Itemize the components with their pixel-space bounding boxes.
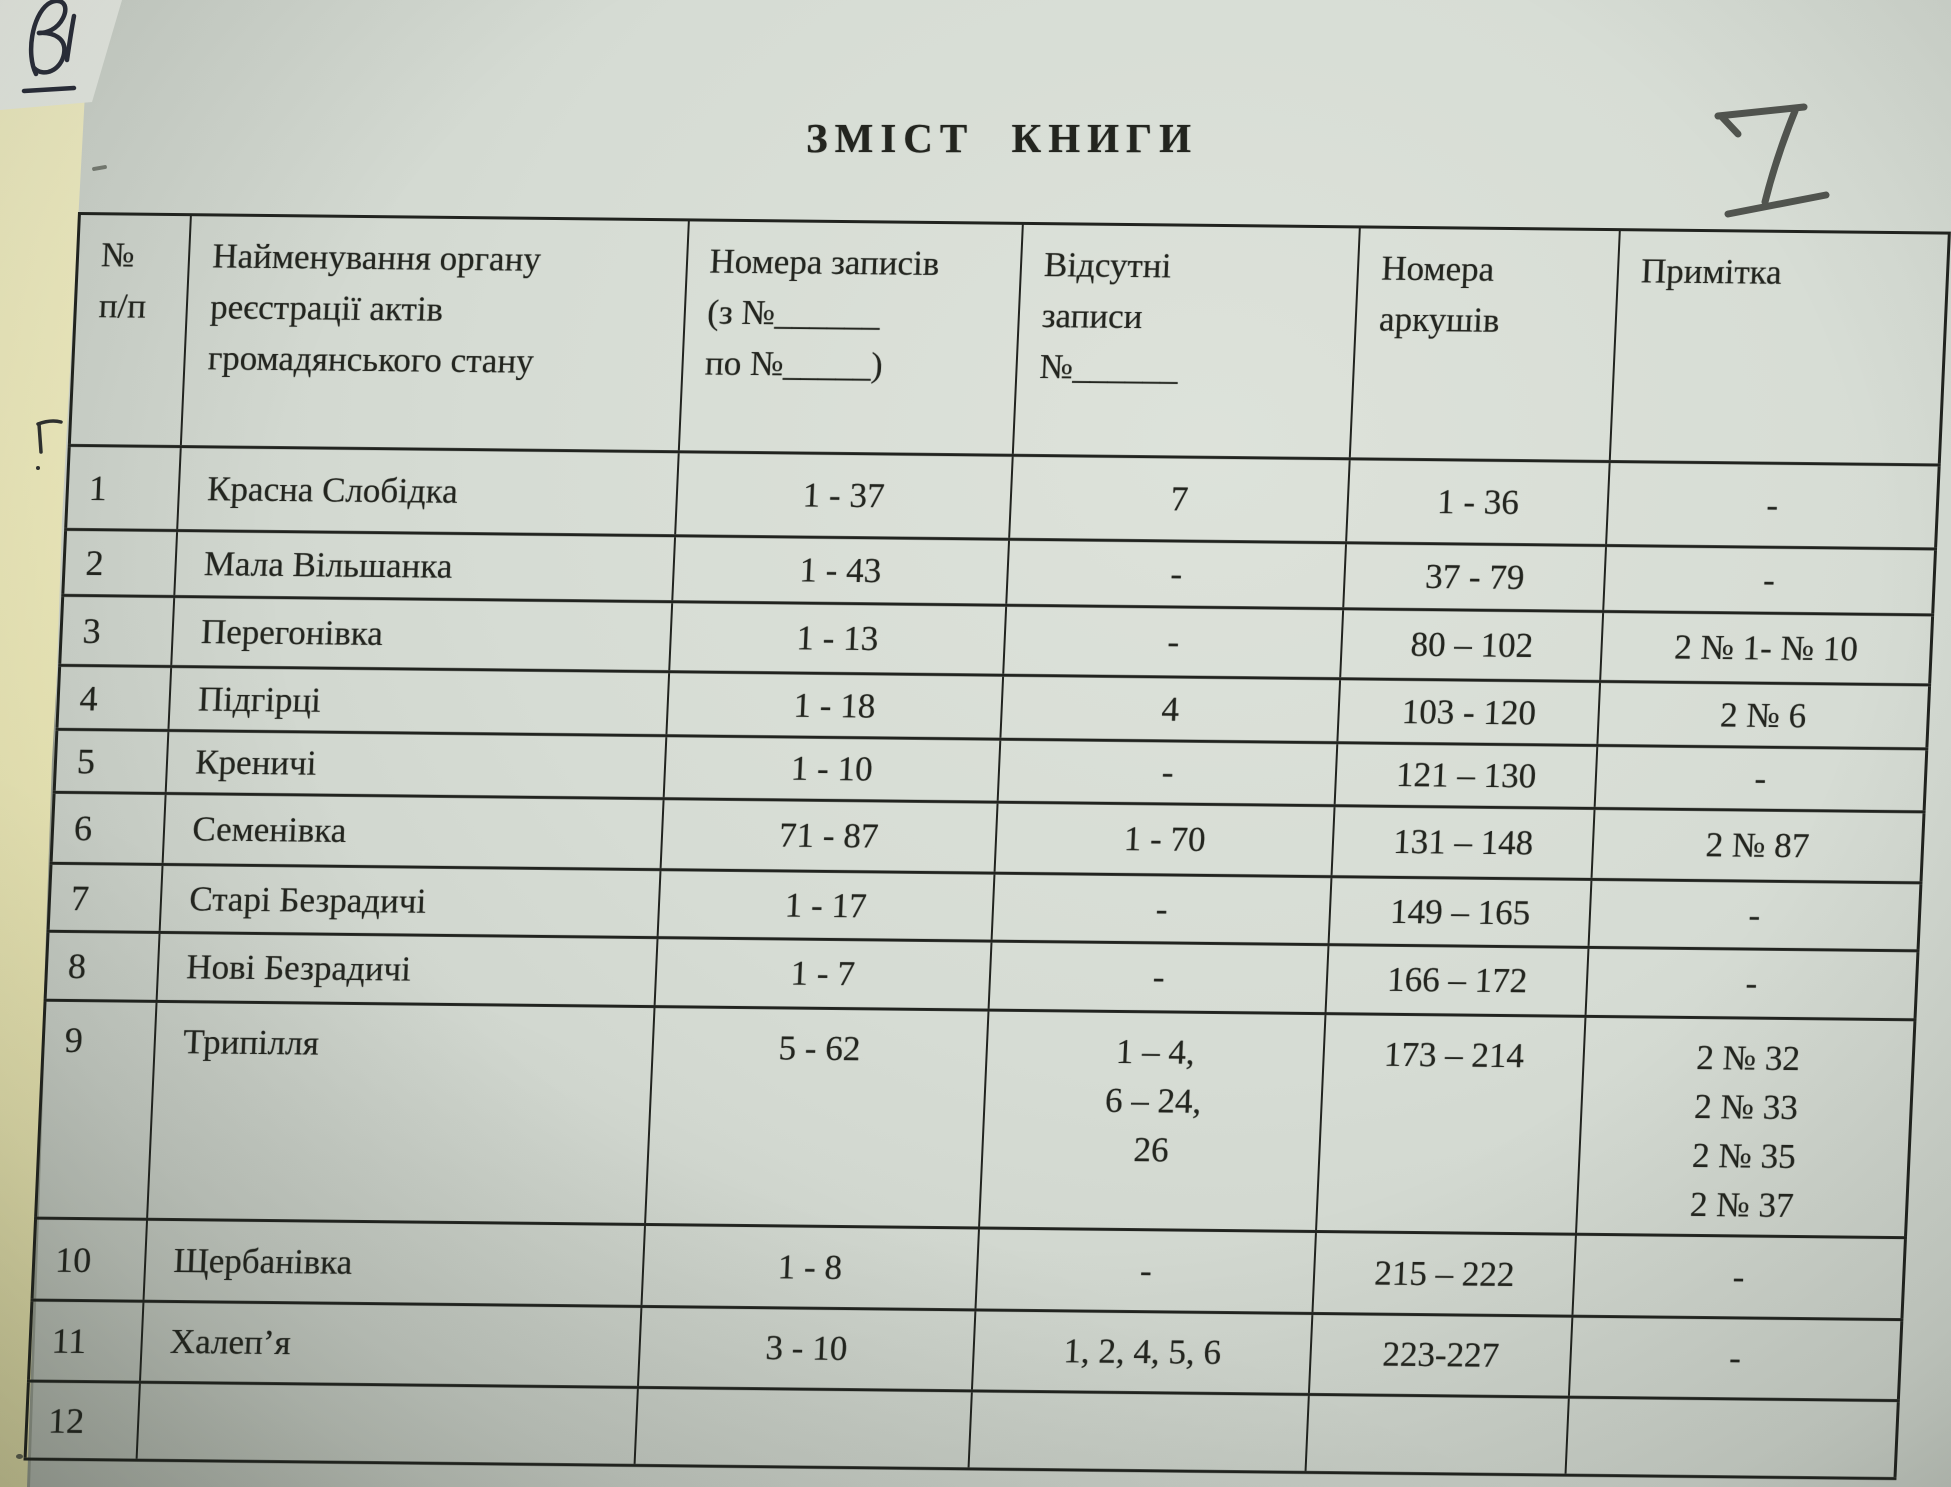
cell-name: Нові Безрадичі	[156, 932, 658, 1007]
handwritten-roman-numeral-icon	[1714, 103, 1830, 218]
cell-records: 1 - 13	[668, 601, 1007, 676]
cell-missing: -	[997, 739, 1338, 806]
cell-num: 8	[45, 931, 160, 1002]
ink-speck	[16, 1454, 23, 1459]
cell-name: Перегонівка	[171, 596, 672, 672]
cell-num: 5	[54, 729, 169, 794]
cell-name: Креничі	[165, 730, 666, 799]
cell-note: -	[1588, 879, 1921, 951]
cell-note: 2 № 32 2 № 33 2 № 35 2 № 37	[1575, 1016, 1915, 1238]
cell-note: -	[1585, 947, 1918, 1020]
cell-missing	[968, 1390, 1310, 1473]
cell-missing: -	[975, 1227, 1317, 1314]
cell-note: 2 № 87	[1591, 808, 1925, 883]
cell-name: Трипілля	[147, 1001, 655, 1225]
col-header-note: Примітка	[1609, 229, 1950, 466]
table-header-row: № п/п Найменування органу реєстрації акт…	[69, 213, 1950, 466]
cell-name: Мала Вільшанка	[174, 530, 675, 602]
cell-note: -	[1568, 1316, 1902, 1401]
cell-name: Красна Слобідка	[177, 446, 679, 536]
handwritten-corner-mark-icon	[36, 419, 63, 470]
cell-records: 1 - 18	[665, 671, 1004, 740]
cell-sheets: 149 – 165	[1328, 876, 1592, 948]
col-header-missing: Відсутні записи №______	[1012, 223, 1361, 459]
cell-records: 1 - 17	[657, 869, 995, 942]
cell-name: Семенівка	[162, 793, 664, 870]
cell-name	[136, 1382, 638, 1466]
cell-sheets: 173 – 214	[1316, 1013, 1586, 1235]
cell-num: 3	[59, 595, 175, 667]
cell-sheets: 103 - 120	[1337, 678, 1601, 746]
cell-records: 1 - 37	[674, 451, 1013, 540]
cell-missing: 4	[1000, 675, 1341, 743]
cell-sheets: 223-227	[1309, 1313, 1573, 1398]
cell-num: 7	[48, 863, 163, 933]
col-header-name: Найменування органу реєстрації актів гро…	[181, 214, 689, 452]
cell-missing: 1 - 70	[994, 802, 1335, 877]
cell-records: 5 - 62	[644, 1006, 989, 1228]
col-header-num: № п/п	[69, 213, 192, 447]
cell-records: 71 - 87	[660, 798, 998, 874]
cell-num: 10	[31, 1218, 148, 1302]
cell-name: Халеп’я	[140, 1301, 641, 1388]
col-header-sheets: Номера аркушів	[1350, 226, 1620, 462]
cell-records: 1 - 8	[640, 1224, 979, 1310]
cell-missing: -	[988, 941, 1329, 1014]
cell-name: Щербанівка	[143, 1219, 645, 1307]
cell-sheets: 131 – 148	[1331, 805, 1595, 880]
cell-sheets: 166 – 172	[1325, 944, 1589, 1017]
cell-records: 1 - 10	[663, 735, 1001, 803]
cell-records: 3 - 10	[637, 1306, 976, 1391]
cell-records: 1 - 7	[654, 937, 992, 1011]
cell-sheets: 215 – 222	[1312, 1231, 1576, 1317]
cell-num: 2	[62, 529, 178, 597]
cell-missing: 1, 2, 4, 5, 6	[971, 1309, 1313, 1395]
cell-num: 6	[51, 792, 166, 865]
cell-sheets	[1305, 1394, 1569, 1476]
cell-missing: -	[1003, 605, 1344, 679]
cell-records	[634, 1387, 972, 1469]
handwritten-letter-icon	[21, 0, 77, 94]
cell-sheets: 121 – 130	[1334, 742, 1598, 809]
cell-note: -	[1606, 461, 1940, 549]
cell-note: -	[1572, 1234, 1906, 1320]
cell-num: 9	[35, 1000, 157, 1220]
cell-note: 2 № 1- № 10	[1600, 611, 1933, 685]
cell-sheets: 1 - 36	[1346, 458, 1610, 546]
book-contents-table: № п/п Найменування органу реєстрації акт…	[23, 212, 1951, 1481]
cell-note: -	[1603, 545, 1936, 615]
cell-missing: -	[1006, 539, 1347, 609]
cell-missing: -	[991, 873, 1332, 945]
cell-name: Підгірці	[168, 666, 669, 736]
col-header-records: Номера записів (з №______ по №_____)	[678, 219, 1023, 456]
cell-note: -	[1594, 745, 1927, 812]
page-title: ЗМІСТ КНИГИ	[806, 115, 1198, 161]
table-row: 9 Трипілля 5 - 62 1 – 4, 6 – 24, 26 173 …	[35, 1000, 1915, 1238]
cell-note: 2 № 6	[1597, 681, 1930, 749]
cell-num: 12	[25, 1381, 141, 1461]
cell-num: 1	[65, 445, 182, 531]
cell-num: 4	[56, 665, 172, 731]
cell-note	[1565, 1397, 1899, 1479]
cell-sheets: 37 - 79	[1343, 542, 1607, 612]
cell-records: 1 - 43	[671, 535, 1010, 606]
cell-num: 11	[28, 1300, 144, 1383]
cell-name: Старі Безрадичі	[159, 864, 661, 938]
cell-sheets: 80 – 102	[1340, 608, 1604, 682]
cell-missing: 7	[1009, 455, 1351, 543]
cell-missing: 1 – 4, 6 – 24, 26	[978, 1010, 1326, 1232]
